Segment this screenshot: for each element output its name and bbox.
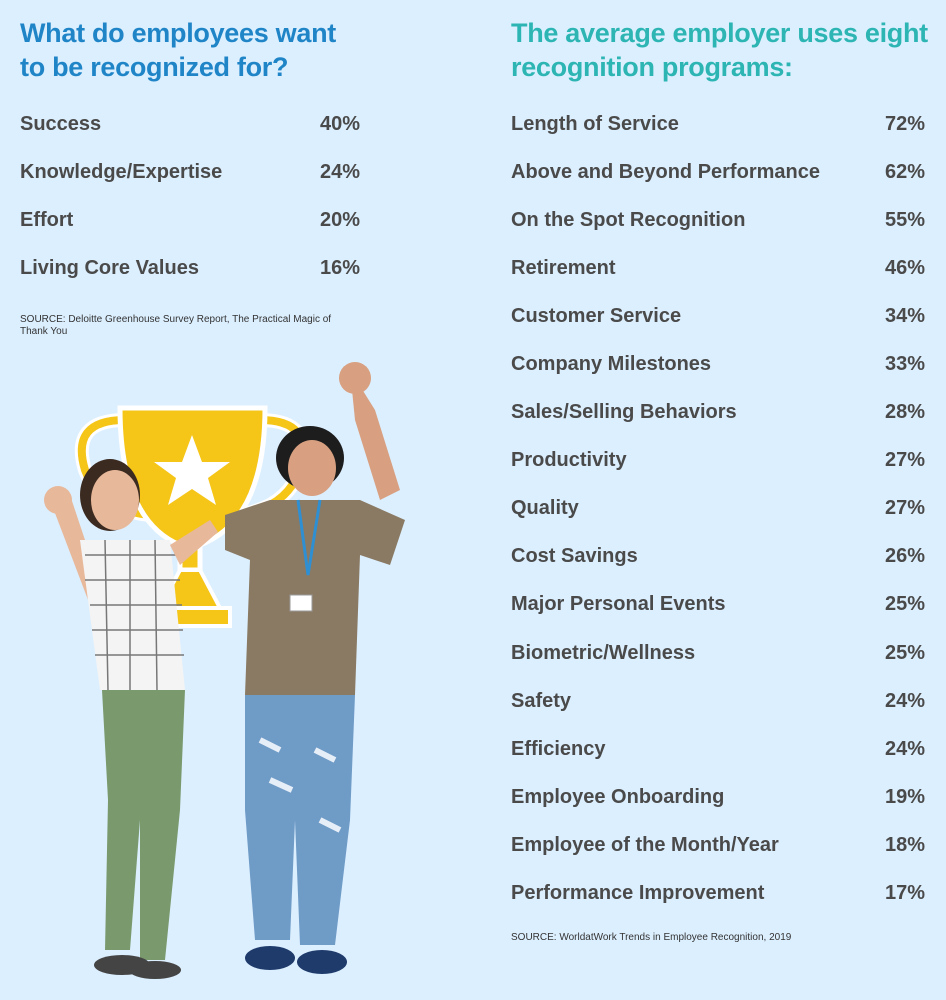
right-stat-value: 17% (884, 882, 925, 905)
right-stat-value: 46% (884, 256, 925, 279)
left-stats-list: Success 40% Knowledge/Expertise 24% Effort 20… (20, 100, 360, 292)
celebrating-women-trophy-illustration (44, 362, 405, 979)
left-stat-value: 24% (319, 160, 360, 183)
right-title: The average employer uses eight recogniti… (511, 16, 928, 84)
right-stat-value: 25% (884, 641, 925, 664)
right-stat-value: 28% (884, 401, 925, 424)
left-stat-value: 20% (319, 208, 360, 231)
left-stat-value: 40% (319, 112, 360, 135)
right-stat-row: Major Personal Events 25% (511, 581, 925, 629)
right-stat-value: 27% (884, 497, 925, 520)
right-stat-value: 19% (884, 785, 925, 808)
left-source: SOURCE: Deloitte Greenhouse Survey Repor… (20, 314, 332, 337)
right-stats-list: Length of Service 72% Above and Beyond Per… (511, 100, 925, 918)
right-stat-label: Sales/Selling Behaviors (511, 401, 737, 424)
right-stat-row: Safety 24% (511, 677, 925, 725)
right-stat-value: 26% (884, 545, 925, 568)
right-stat-label: Biometric/Wellness (511, 641, 696, 664)
right-stat-value: 55% (884, 208, 925, 231)
right-stat-value: 25% (884, 593, 925, 616)
right-stat-label: Employee of the Month/Year (511, 833, 779, 856)
right-stat-label: Employee Onboarding (511, 785, 725, 808)
left-stat-label: Success (20, 112, 102, 135)
right-stat-label: Length of Service (511, 112, 679, 135)
right-stat-label: Efficiency (511, 737, 606, 760)
right-stat-value: 34% (884, 304, 925, 327)
woman-left-figure (44, 459, 218, 979)
right-stat-row: Efficiency 24% (511, 725, 925, 773)
right-stat-row: Employee Onboarding 19% (511, 773, 925, 821)
right-stat-row: Sales/Selling Behaviors 28% (511, 389, 925, 437)
right-stat-label: Performance Improvement (511, 882, 765, 905)
right-stat-label: Cost Savings (511, 545, 638, 568)
left-stat-row: Effort 20% (20, 196, 360, 244)
right-stat-label: Quality (511, 497, 579, 520)
right-stat-value: 27% (884, 449, 925, 472)
right-stat-row: Cost Savings 26% (511, 533, 925, 581)
left-title: What do employees want to be recognized … (20, 18, 336, 82)
right-stat-row: Retirement 46% (511, 244, 925, 292)
right-stat-label: Major Personal Events (511, 593, 726, 616)
left-stat-label: Knowledge/Expertise (20, 160, 223, 183)
right-source: SOURCE: WorldatWork Trends in Employee R… (511, 931, 792, 943)
left-stat-row: Living Core Values 16% (20, 244, 360, 292)
woman-right-figure (225, 362, 405, 974)
left-stat-row: Knowledge/Expertise 24% (20, 148, 360, 196)
right-stat-row: Quality 27% (511, 485, 925, 533)
right-stat-label: On the Spot Recognition (511, 208, 746, 231)
right-stat-label: Productivity (511, 449, 627, 472)
right-title-line-2: recognition programs: (511, 52, 793, 82)
right-stat-value: 24% (884, 689, 925, 712)
left-stat-label: Effort (20, 208, 74, 231)
right-stat-label: Company Milestones (511, 353, 712, 376)
right-stat-value: 24% (884, 737, 925, 760)
right-stat-label: Above and Beyond Performance (511, 160, 820, 183)
right-stat-row: Productivity 27% (511, 437, 925, 485)
right-stat-value: 72% (884, 112, 925, 135)
right-stat-value: 62% (884, 160, 925, 183)
left-stat-label: Living Core Values (20, 256, 199, 279)
employee-recognition-section: What do employees want to be recognized … (20, 16, 360, 338)
right-stat-value: 33% (884, 353, 925, 376)
right-stat-row: Length of Service 72% (511, 100, 925, 148)
right-stat-label: Retirement (511, 256, 616, 279)
right-stat-row: Customer Service 34% (511, 292, 925, 340)
right-title-line-1: The average employer uses eight (511, 18, 928, 48)
employer-programs-section: The average employer uses eight recogniti… (511, 16, 928, 943)
right-stat-row: Company Milestones 33% (511, 340, 925, 388)
right-stat-row: Biometric/Wellness 25% (511, 629, 925, 677)
right-stat-row: Employee of the Month/Year 18% (511, 821, 925, 869)
right-stat-row: Performance Improvement 17% (511, 870, 925, 918)
right-stat-value: 18% (884, 833, 925, 856)
left-stat-value: 16% (319, 256, 360, 279)
right-stat-label: Safety (511, 689, 572, 712)
right-stat-row: On the Spot Recognition 55% (511, 196, 925, 244)
left-stat-row: Success 40% (20, 100, 360, 148)
right-stat-row: Above and Beyond Performance 62% (511, 148, 925, 196)
right-stat-label: Customer Service (511, 304, 682, 327)
